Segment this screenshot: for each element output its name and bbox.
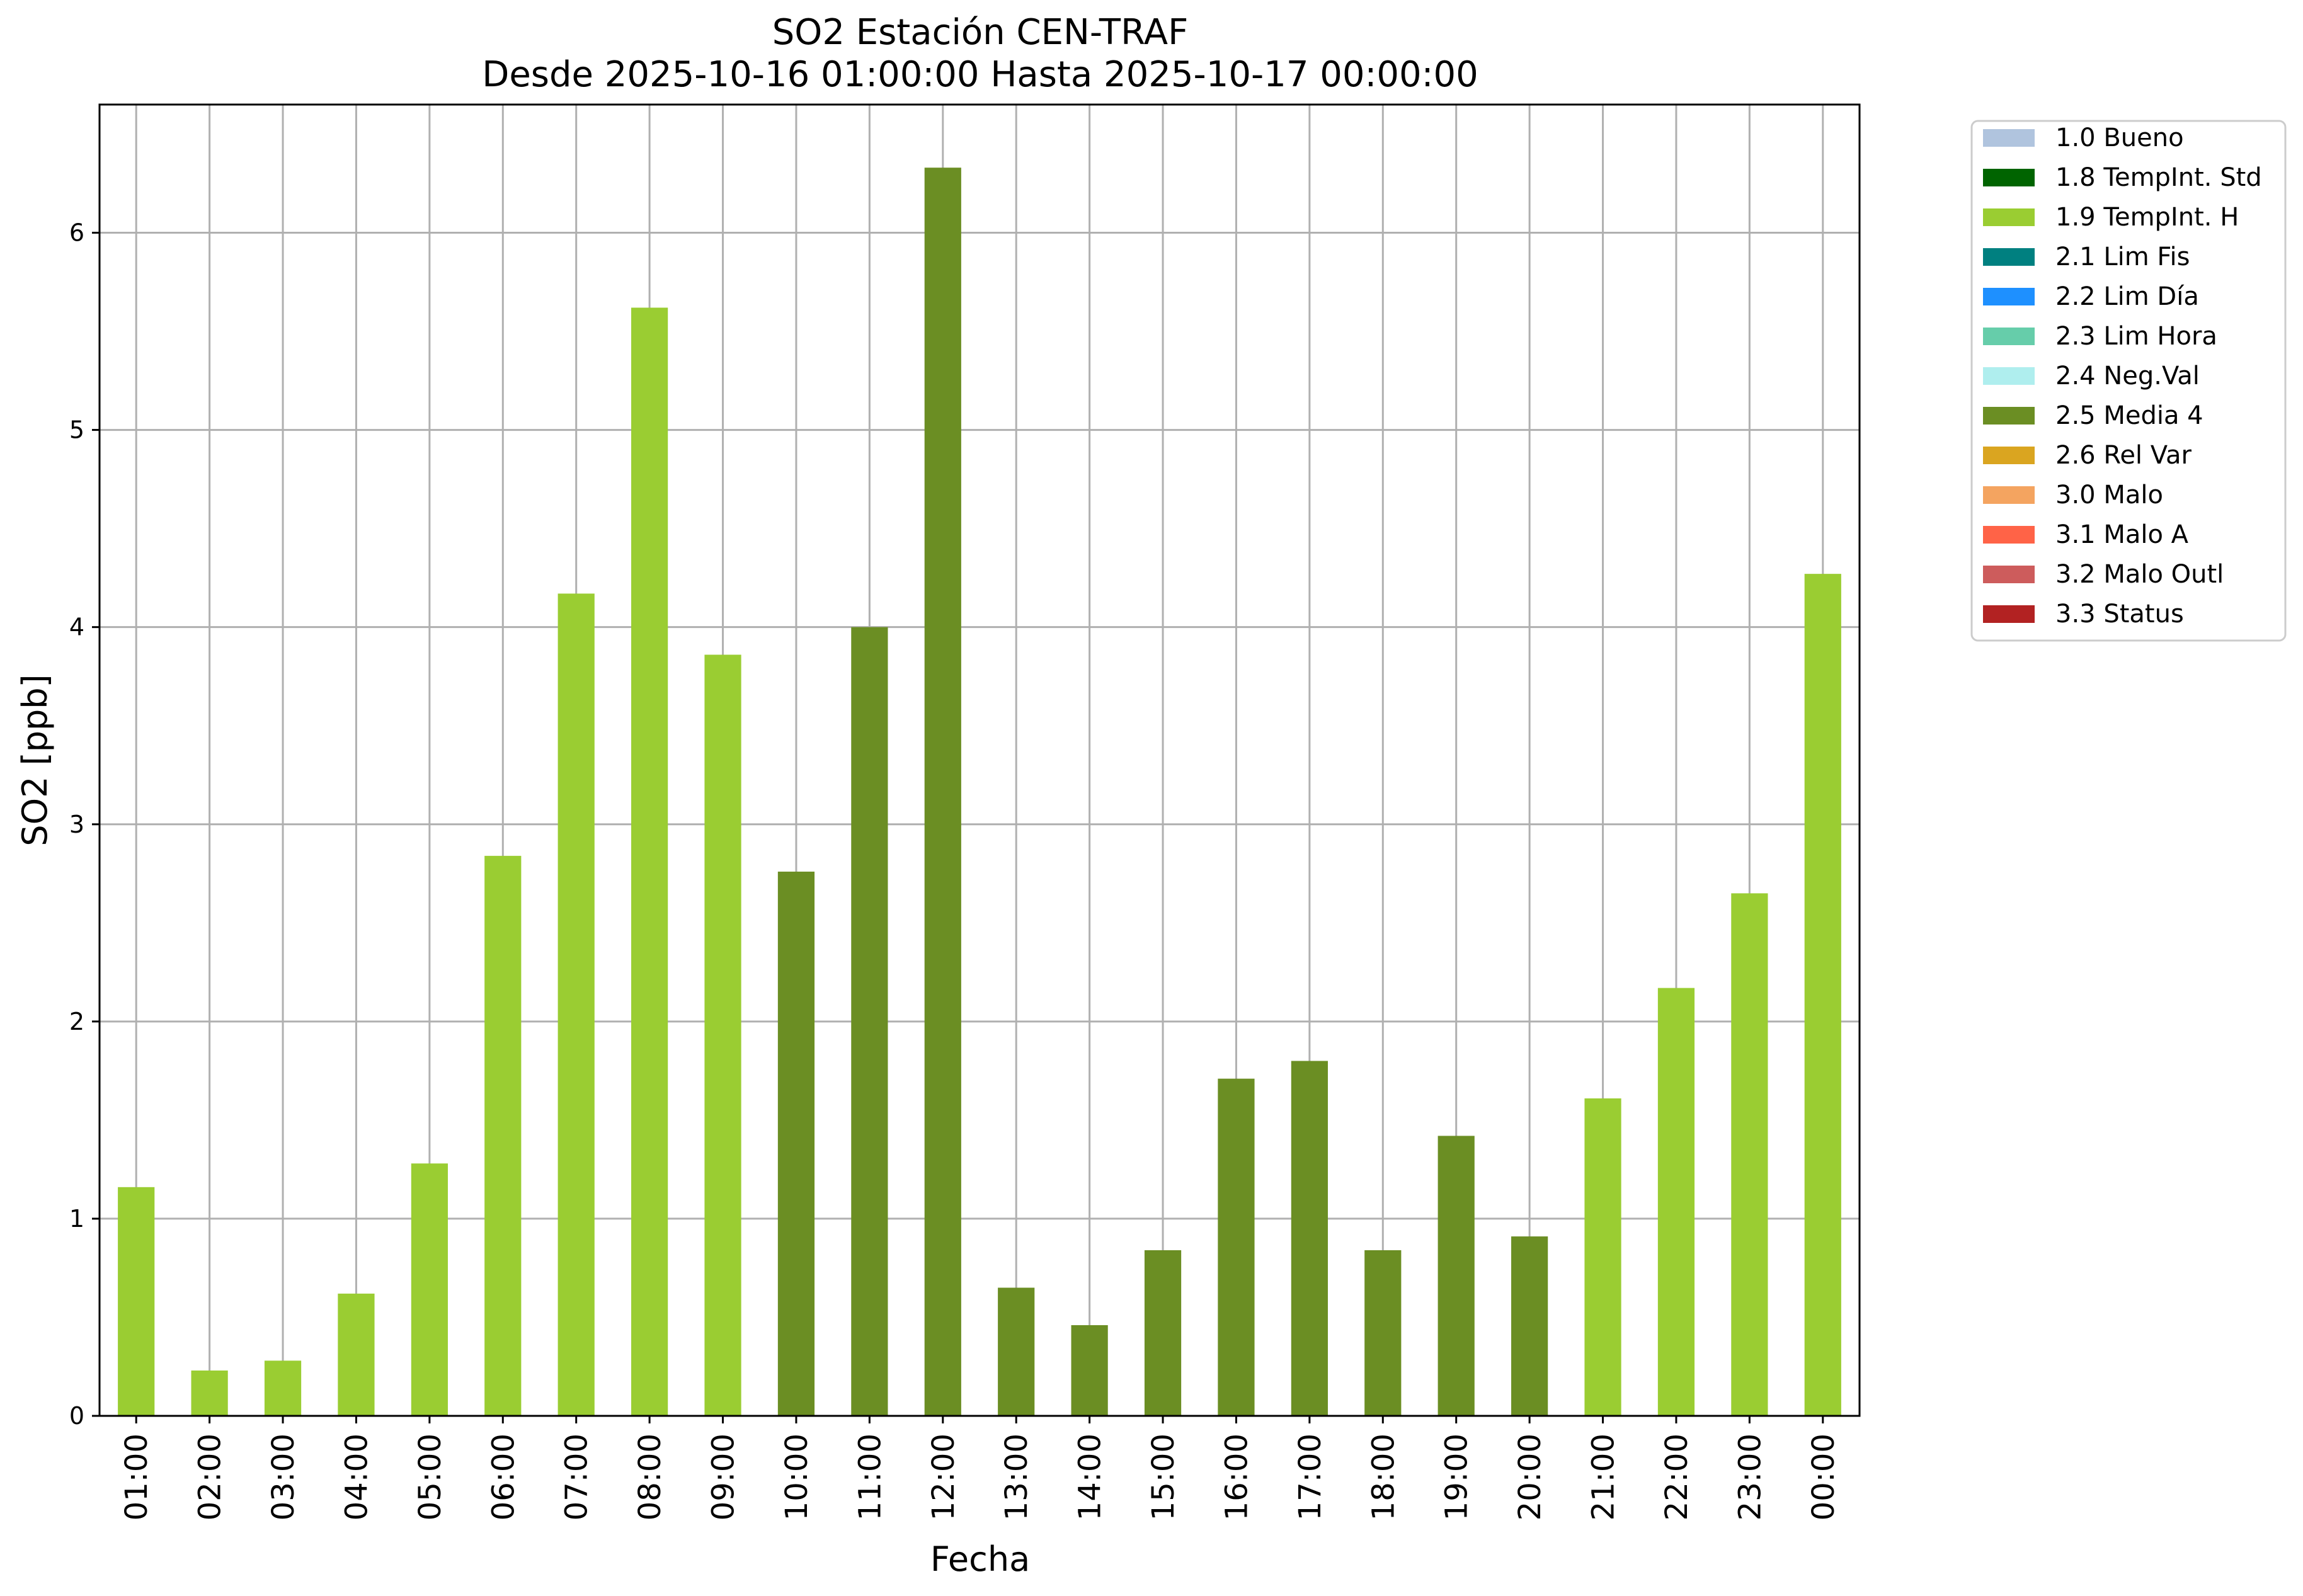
bar-1600 (1218, 1078, 1255, 1416)
bar-1300 (998, 1287, 1035, 1416)
bar-1400 (1071, 1325, 1108, 1416)
chart-subtitle: Desde 2025-10-16 01:00:00 Hasta 2025-10-… (482, 54, 1478, 95)
y-tick-label: 2 (69, 1008, 84, 1035)
legend-label: 2.5 Media 4 (2055, 401, 2203, 430)
legend-label: 3.0 Malo (2055, 481, 2163, 510)
legend-label: 2.2 Lim Día (2055, 282, 2199, 311)
bar-0000 (1804, 574, 1841, 1416)
x-axis-ticks: 01:00 02:00 03:00 04:00 05:00 06:00 07:00 08:00… (119, 1416, 1841, 1520)
bar-0600 (484, 855, 522, 1416)
x-tick-label: 03:00 (266, 1434, 301, 1520)
x-tick-label: 13:00 (999, 1434, 1034, 1520)
x-tick-label: 02:00 (193, 1434, 228, 1520)
legend-label: 2.6 Rel Var (2055, 441, 2192, 470)
bar-2300 (1731, 893, 1768, 1416)
bar-2000 (1511, 1236, 1548, 1416)
y-tick-label: 5 (69, 416, 84, 444)
bar-0300 (264, 1360, 302, 1416)
legend-swatch (1983, 367, 2035, 385)
legend-label: 1.0 Bueno (2055, 123, 2184, 152)
legend-label: 1.9 TempInt. H (2055, 203, 2239, 232)
legend-swatch (1983, 169, 2035, 186)
legend-swatch (1983, 605, 2035, 623)
bar-1200 (924, 168, 961, 1416)
x-tick-label: 21:00 (1586, 1434, 1621, 1520)
x-tick-label: 10:00 (779, 1434, 814, 1520)
legend-label: 2.1 Lim Fis (2055, 242, 2190, 271)
y-tick-label: 6 (69, 219, 84, 247)
bar-0400 (338, 1293, 375, 1416)
x-tick-label: 22:00 (1659, 1434, 1694, 1520)
bar-0900 (704, 654, 741, 1416)
bar-1500 (1144, 1250, 1182, 1416)
x-tick-label: 12:00 (926, 1434, 961, 1520)
y-axis-ticks: 0 1 2 3 4 5 6 (69, 219, 100, 1430)
legend-swatch (1983, 486, 2035, 504)
y-tick-label: 4 (69, 613, 84, 641)
x-tick-label: 18:00 (1366, 1434, 1401, 1520)
bar-0200 (191, 1370, 228, 1416)
plot-frame (98, 103, 1861, 1417)
x-axis-label: Fecha (930, 1539, 1030, 1579)
y-axis-label: SO2 [ppb] (15, 674, 55, 846)
bars (118, 168, 1841, 1416)
y-tick-label: 1 (69, 1205, 84, 1233)
x-tick-label: 08:00 (632, 1434, 668, 1520)
x-tick-label: 00:00 (1806, 1434, 1841, 1520)
bar-0500 (411, 1163, 448, 1416)
chart-title: SO2 Estación CEN-TRAF (772, 12, 1189, 53)
legend-label: 2.3 Lim Hora (2055, 322, 2217, 351)
legend-swatch (1983, 129, 2035, 147)
legend-swatch (1983, 328, 2035, 345)
bar-2200 (1657, 988, 1695, 1416)
x-tick-label: 14:00 (1073, 1434, 1108, 1520)
bar-1000 (777, 871, 815, 1416)
bar-0700 (557, 593, 595, 1416)
y-tick-label: 3 (69, 811, 84, 838)
x-tick-label: 04:00 (339, 1434, 374, 1520)
bar-1100 (851, 627, 888, 1416)
legend-label: 1.8 TempInt. Std (2055, 163, 2262, 192)
x-tick-label: 06:00 (486, 1434, 521, 1520)
legend-label: 3.1 Malo A (2055, 520, 2189, 549)
x-tick-label: 11:00 (852, 1434, 888, 1520)
legend-swatch (1983, 208, 2035, 226)
legend-swatch (1983, 248, 2035, 266)
legend-swatch (1983, 407, 2035, 425)
bar-1900 (1437, 1136, 1475, 1416)
legend-swatch (1983, 288, 2035, 305)
x-tick-label: 05:00 (413, 1434, 448, 1520)
bar-0100 (118, 1187, 155, 1416)
legend: 1.0 Bueno 1.8 TempInt. Std 1.9 TempInt. H 2… (1970, 120, 2287, 642)
bar-1700 (1291, 1061, 1328, 1416)
bar-1800 (1364, 1250, 1402, 1416)
x-tick-label: 09:00 (706, 1434, 741, 1520)
legend-swatch (1983, 447, 2035, 464)
legend-label: 3.2 Malo Outl (2055, 560, 2224, 589)
legend-label: 3.3 Status (2055, 600, 2184, 629)
x-tick-label: 15:00 (1146, 1434, 1181, 1520)
legend-swatch (1983, 526, 2035, 544)
x-tick-label: 01:00 (119, 1434, 154, 1520)
x-tick-label: 17:00 (1293, 1434, 1328, 1520)
x-tick-label: 16:00 (1219, 1434, 1254, 1520)
bar-2100 (1584, 1098, 1621, 1416)
bar-0800 (631, 307, 668, 1416)
legend-swatch (1983, 566, 2035, 583)
legend-label: 2.4 Neg.Val (2055, 362, 2200, 390)
legend-box (1970, 120, 2287, 642)
x-tick-label: 07:00 (559, 1434, 595, 1520)
x-tick-label: 23:00 (1732, 1434, 1768, 1520)
y-tick-label: 0 (69, 1402, 84, 1430)
x-tick-label: 19:00 (1439, 1434, 1475, 1520)
x-tick-label: 20:00 (1512, 1434, 1548, 1520)
